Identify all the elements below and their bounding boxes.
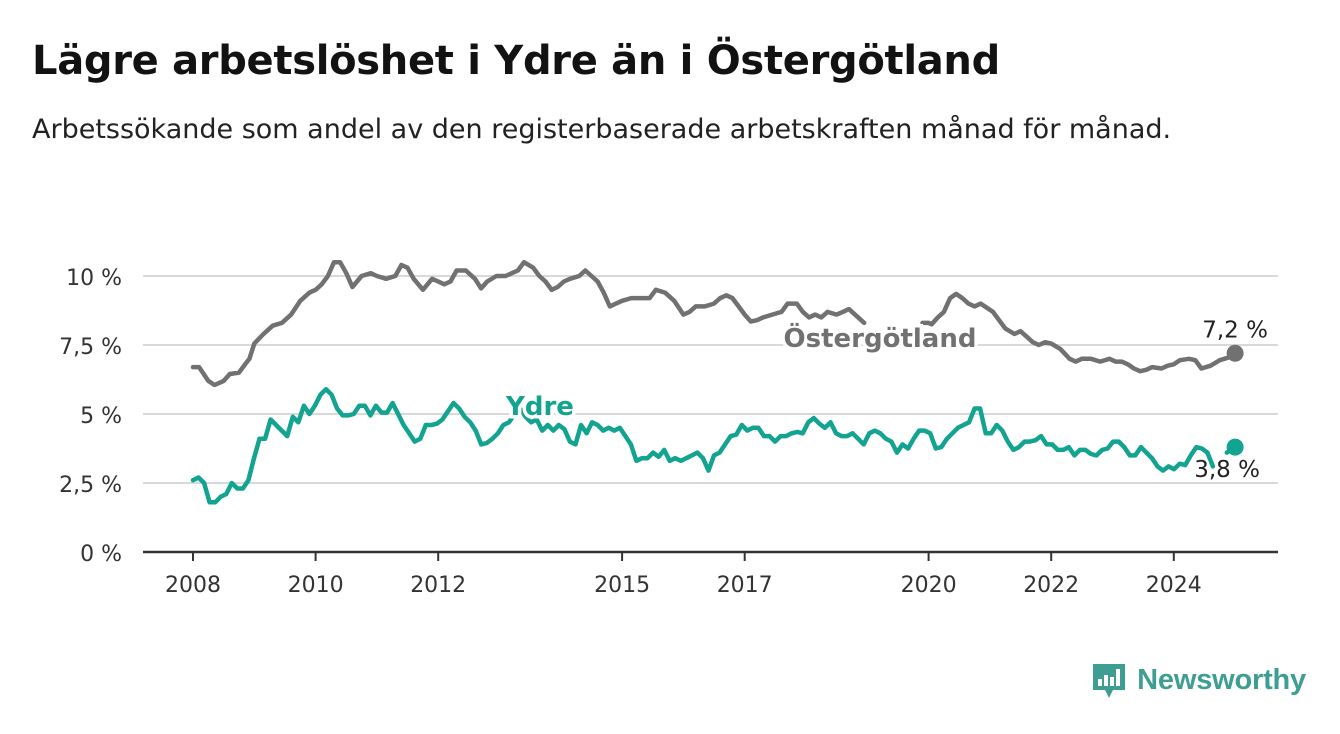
y-tick-label: 7,5 % <box>59 335 122 360</box>
newsworthy-logo: Newsworthy <box>1091 660 1306 700</box>
y-tick-label: 5 % <box>80 404 122 429</box>
brand-name: Newsworthy <box>1137 663 1306 696</box>
x-axis: 2008 2010 2012 2015 2017 2020 2022 2024 <box>143 550 1278 598</box>
chart-title: Lägre arbetslöshet i Ydre än i Östergötl… <box>32 38 1000 84</box>
end-point-ostergotland <box>1226 344 1244 362</box>
x-tick-label: 2017 <box>717 573 773 598</box>
series-name-label: Östergötland <box>784 321 977 354</box>
chart-subtitle: Arbetssökande som andel av den registerb… <box>32 114 1172 145</box>
bar-chart-icon <box>1093 664 1126 698</box>
end-value-label: 3,8 % <box>1194 457 1260 483</box>
x-tick-label: 2020 <box>901 573 957 598</box>
grid-lines <box>143 275 1278 484</box>
y-tick-label: 2,5 % <box>59 473 122 498</box>
series-line-ostergotland <box>190 259 1238 388</box>
y-axis-ticks: 0 % 2,5 % 5 % 7,5 % 10 % <box>59 266 122 567</box>
y-tick-label: 0 % <box>80 542 122 567</box>
x-tick-label: 2010 <box>288 573 344 598</box>
end-value-label: 7,2 % <box>1202 317 1268 343</box>
x-tick-label: 2024 <box>1146 573 1202 598</box>
end-point-ydre <box>1226 438 1244 456</box>
x-tick-label: 2012 <box>410 573 466 598</box>
y-tick-label: 10 % <box>66 266 122 291</box>
x-tick-label: 2008 <box>165 573 221 598</box>
series-line-ydre <box>190 386 1238 505</box>
series-name-label: Ydre <box>505 392 574 422</box>
x-tick-label: 2015 <box>594 573 650 598</box>
series-lines <box>190 259 1244 505</box>
x-tick-label: 2022 <box>1023 573 1079 598</box>
series-labels: 7,2 % Östergötland 3,8 % Ydre <box>502 315 1271 486</box>
